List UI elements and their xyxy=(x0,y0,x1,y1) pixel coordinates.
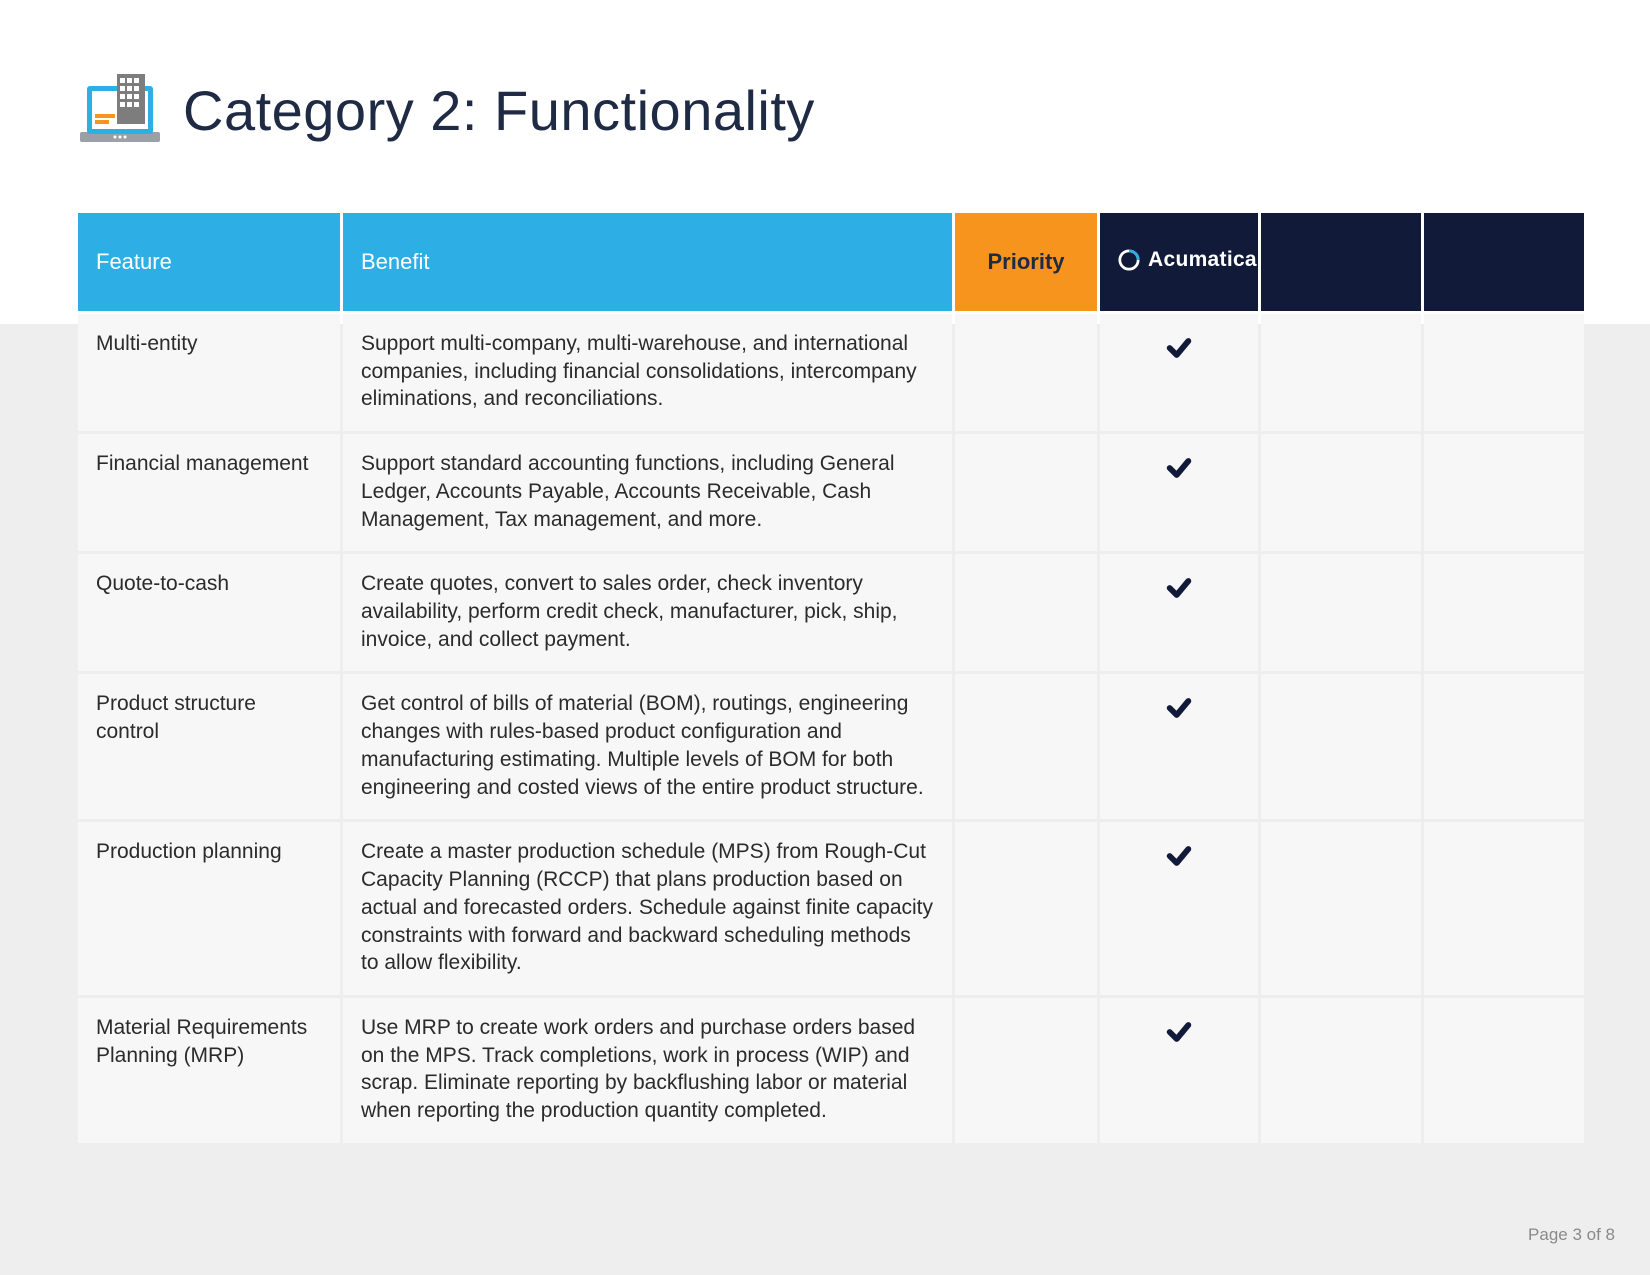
page-footer: Page 3 of 8 xyxy=(1528,1225,1615,1245)
cell-benefit: Use MRP to create work orders and purcha… xyxy=(343,998,952,1143)
cell-vendor2 xyxy=(1261,998,1421,1143)
cell-feature: Material Requirements Planning (MRP) xyxy=(78,998,340,1143)
cell-vendor3 xyxy=(1424,554,1584,671)
check-icon xyxy=(1165,454,1193,482)
cell-feature: Product structure control xyxy=(78,674,340,819)
cell-feature: Financial management xyxy=(78,434,340,551)
col-header-feature: Feature xyxy=(78,213,340,311)
cell-benefit: Get control of bills of material (BOM), … xyxy=(343,674,952,819)
cell-vendor2 xyxy=(1261,434,1421,551)
table-row: Material Requirements Planning (MRP)Use … xyxy=(78,998,1584,1143)
cell-vendor2 xyxy=(1261,822,1421,995)
cell-priority xyxy=(955,434,1097,551)
acumatica-logo: Acumatica xyxy=(1118,248,1257,272)
check-icon xyxy=(1165,694,1193,722)
cell-vendor1 xyxy=(1100,998,1258,1143)
col-header-priority: Priority xyxy=(955,213,1097,311)
cell-vendor3 xyxy=(1424,434,1584,551)
cell-vendor2 xyxy=(1261,554,1421,671)
table-header-row: Feature Benefit Priority Acumatica xyxy=(78,213,1584,311)
col-header-vendor2 xyxy=(1261,213,1421,311)
cell-vendor1 xyxy=(1100,822,1258,995)
functionality-table: Feature Benefit Priority Acumatica xyxy=(75,210,1587,1146)
check-icon xyxy=(1165,574,1193,602)
cell-vendor3 xyxy=(1424,998,1584,1143)
cell-vendor3 xyxy=(1424,314,1584,431)
cell-vendor1 xyxy=(1100,434,1258,551)
cell-benefit: Support multi-company, multi-warehouse, … xyxy=(343,314,952,431)
cell-priority xyxy=(955,822,1097,995)
acumatica-wordmark: Acumatica xyxy=(1148,248,1257,272)
check-icon xyxy=(1165,842,1193,870)
cell-benefit: Create quotes, convert to sales order, c… xyxy=(343,554,952,671)
cell-vendor3 xyxy=(1424,822,1584,995)
cell-priority xyxy=(955,314,1097,431)
check-icon xyxy=(1165,1018,1193,1046)
table-row: Product structure controlGet control of … xyxy=(78,674,1584,819)
page-title: Category 2: Functionality xyxy=(183,78,815,143)
cell-benefit: Support standard accounting functions, i… xyxy=(343,434,952,551)
cell-feature: Quote-to-cash xyxy=(78,554,340,671)
table-row: Production planningCreate a master produ… xyxy=(78,822,1584,995)
laptop-building-icon xyxy=(75,70,165,150)
cell-priority xyxy=(955,998,1097,1143)
cell-vendor1 xyxy=(1100,674,1258,819)
cell-priority xyxy=(955,674,1097,819)
acumatica-mark-icon xyxy=(1118,249,1140,271)
check-icon xyxy=(1165,334,1193,362)
col-header-vendor1: Acumatica xyxy=(1100,213,1258,311)
cell-priority xyxy=(955,554,1097,671)
cell-vendor2 xyxy=(1261,314,1421,431)
table-row: Financial managementSupport standard acc… xyxy=(78,434,1584,551)
cell-vendor2 xyxy=(1261,674,1421,819)
title-row: Category 2: Functionality xyxy=(75,70,1575,150)
table-row: Quote-to-cashCreate quotes, convert to s… xyxy=(78,554,1584,671)
cell-feature: Production planning xyxy=(78,822,340,995)
cell-vendor1 xyxy=(1100,554,1258,671)
cell-benefit: Create a master production schedule (MPS… xyxy=(343,822,952,995)
col-header-benefit: Benefit xyxy=(343,213,952,311)
cell-feature: Multi-entity xyxy=(78,314,340,431)
col-header-vendor3 xyxy=(1424,213,1584,311)
cell-vendor3 xyxy=(1424,674,1584,819)
cell-vendor1 xyxy=(1100,314,1258,431)
table-row: Multi-entitySupport multi-company, multi… xyxy=(78,314,1584,431)
